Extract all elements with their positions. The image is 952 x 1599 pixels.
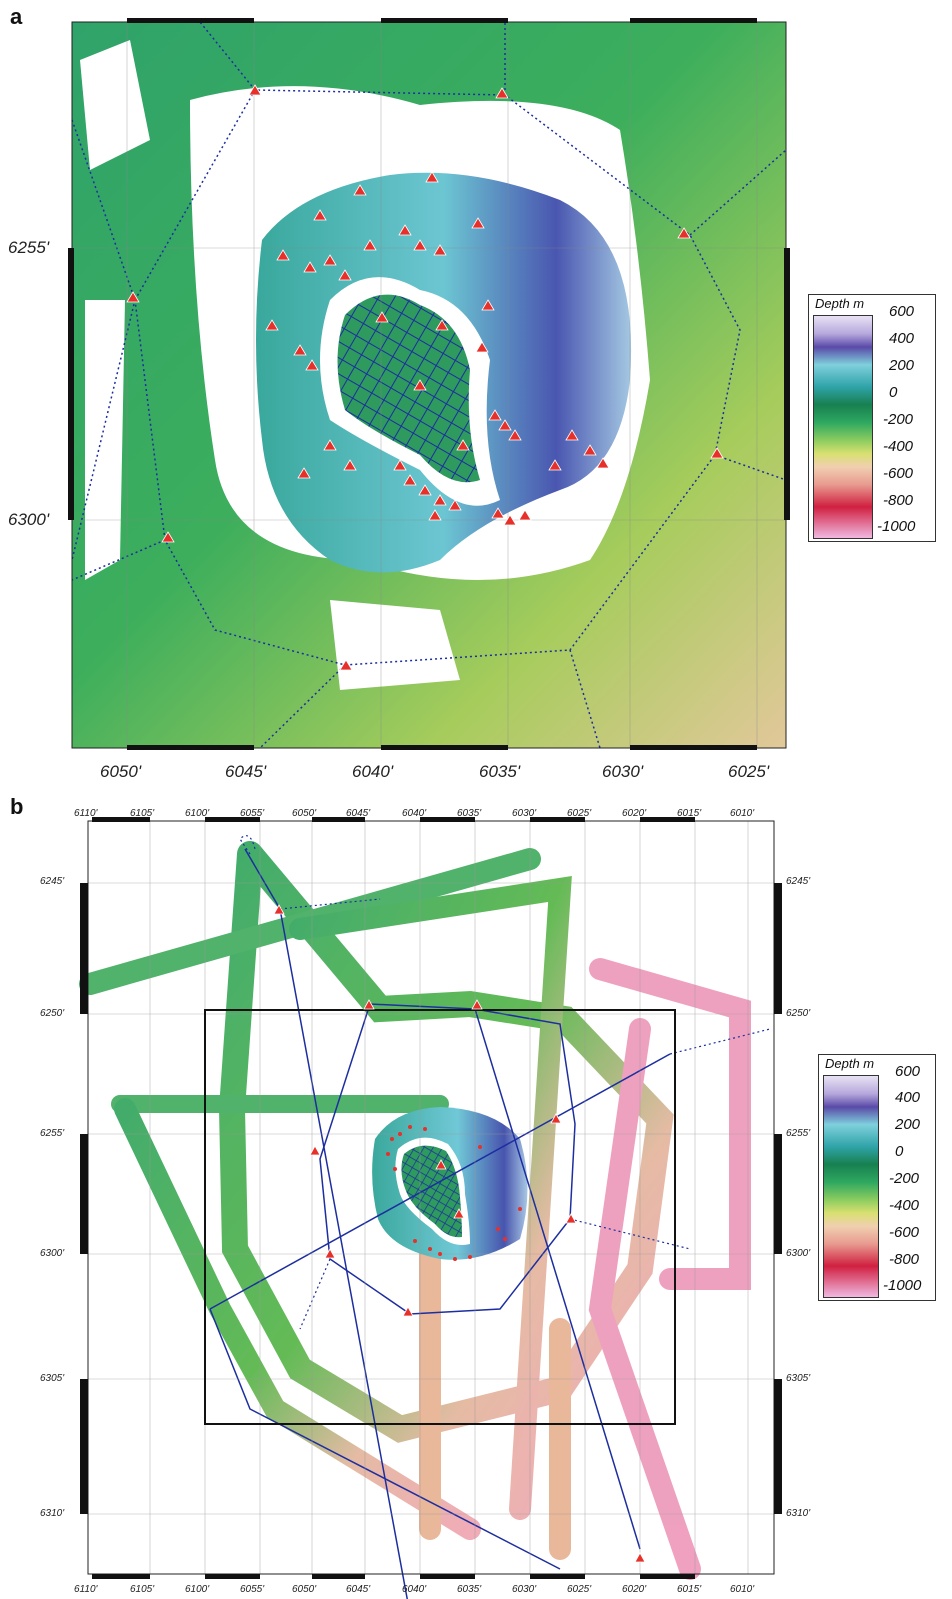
- panel-b-map: [79, 817, 782, 1599]
- panel-b-x-label-bottom: 6040': [402, 1584, 427, 1595]
- legend-title: Depth m: [825, 1056, 875, 1071]
- panel-b-x-label-bottom: 6030': [512, 1584, 537, 1595]
- depth-legend-a: Depth m 600 400 200 0 -200 -400 -600 -80…: [808, 294, 936, 542]
- legend-tick: 400: [889, 330, 915, 347]
- legend-tick: 400: [895, 1089, 921, 1106]
- panel-a-letter: a: [10, 4, 23, 29]
- depth-legend-b: Depth m 600 400 200 0 -200 -400 -600 -80…: [818, 1054, 936, 1301]
- panel-b-x-label-top: 6035': [457, 808, 482, 819]
- panel-b-x-label-top: 6045': [346, 808, 371, 819]
- panel-b-x-label-bottom: 6035': [457, 1584, 482, 1595]
- panel-b-y-label-left: 6250': [40, 1008, 65, 1019]
- panel-a-y-label: 6255': [8, 238, 50, 257]
- panel-a-map: [68, 18, 790, 750]
- legend-tick: -600: [889, 1224, 920, 1241]
- panel-b-x-label-bottom: 6015': [677, 1584, 702, 1595]
- panel-b-x-label-bottom: 6050': [292, 1584, 317, 1595]
- legend-tick: 600: [889, 303, 915, 320]
- panel-b-x-label-top: 6100': [185, 808, 210, 819]
- legend-tick: -400: [883, 438, 914, 455]
- panel-a-x-label: 6025': [728, 762, 770, 781]
- legend-tick: 200: [895, 1116, 921, 1133]
- legend-tick: 0: [889, 384, 898, 401]
- panel-b-x-label-top: 6030': [512, 808, 537, 819]
- panel-b-x-label-top: 6010': [730, 808, 755, 819]
- panel-b-x-label-top: 6040': [402, 808, 427, 819]
- panel-a-x-label: 6040': [352, 762, 394, 781]
- panel-b-y-label-left: 6255': [40, 1128, 65, 1139]
- panel-b-x-label-bottom: 6110': [74, 1584, 98, 1595]
- legend-tick: -600: [883, 465, 914, 482]
- panel-b-x-label-bottom: 6025': [567, 1584, 592, 1595]
- panel-b-y-label-left: 6305': [40, 1373, 65, 1384]
- legend-tick: 600: [895, 1063, 921, 1080]
- panel-b-x-label-bottom: 6105': [130, 1584, 155, 1595]
- panel-b-x-label-bottom: 6010': [730, 1584, 755, 1595]
- panel-b-y-label-right: 6305': [786, 1373, 811, 1384]
- panel-b-x-label-top: 6050': [292, 808, 317, 819]
- panel-b-y-label-left: 6245': [40, 876, 65, 887]
- panel-b-x-label-top: 6025': [567, 808, 592, 819]
- panel-b-y-label-right: 6310': [786, 1508, 811, 1519]
- panel-a-x-label: 6045': [225, 762, 267, 781]
- panel-b-y-label-right: 6300': [786, 1248, 811, 1259]
- legend-color-bar: [823, 1075, 879, 1298]
- legend-tick: -800: [883, 492, 914, 509]
- panel-b-x-label-top: 6105': [130, 808, 155, 819]
- panel-b-y-label-right: 6245': [786, 876, 811, 887]
- panel-b-y-label-left: 6300': [40, 1248, 65, 1259]
- panel-b-y-label-left: 6310': [40, 1508, 65, 1519]
- panel-b-x-label-top: 6015': [677, 808, 702, 819]
- panel-b-x-label-bottom: 6055': [240, 1584, 265, 1595]
- panel-b-x-label-top: 6055': [240, 808, 265, 819]
- panel-a-x-label: 6035': [479, 762, 521, 781]
- legend-title: Depth m: [815, 296, 865, 311]
- panel-b-x-label-top: 6110': [74, 808, 98, 819]
- legend-color-bar: [813, 315, 873, 539]
- panel-a-x-label: 6050': [100, 762, 142, 781]
- panel-b-y-label-right: 6255': [786, 1128, 811, 1139]
- panel-a-x-label: 6030': [602, 762, 644, 781]
- panel-b-y-label-right: 6250': [786, 1008, 811, 1019]
- panel-b-x-label-bottom: 6100': [185, 1584, 210, 1595]
- panel-a-y-label: 6300': [8, 510, 50, 529]
- panel-b-x-label-bottom: 6045': [346, 1584, 371, 1595]
- panel-b-x-label-bottom: 6020': [622, 1584, 647, 1595]
- legend-tick: -800: [889, 1251, 920, 1268]
- panel-b-x-label-top: 6020': [622, 808, 647, 819]
- legend-tick: 200: [889, 357, 915, 374]
- legend-tick: -400: [889, 1197, 920, 1214]
- legend-tick: -200: [883, 411, 914, 428]
- legend-tick: -1000: [883, 1277, 922, 1294]
- panel-b-letter: b: [10, 794, 24, 819]
- legend-tick: -1000: [877, 518, 916, 535]
- legend-tick: 0: [895, 1143, 904, 1160]
- legend-tick: -200: [889, 1170, 920, 1187]
